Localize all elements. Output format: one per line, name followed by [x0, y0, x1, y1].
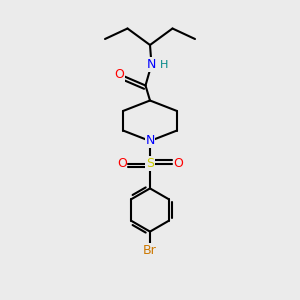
Text: H: H: [160, 59, 168, 70]
Text: O: O: [117, 157, 127, 170]
Text: N: N: [145, 134, 155, 148]
Text: O: O: [114, 68, 124, 82]
Text: N: N: [147, 58, 156, 71]
Text: O: O: [173, 157, 183, 170]
Text: S: S: [146, 157, 154, 170]
Text: Br: Br: [143, 244, 157, 257]
